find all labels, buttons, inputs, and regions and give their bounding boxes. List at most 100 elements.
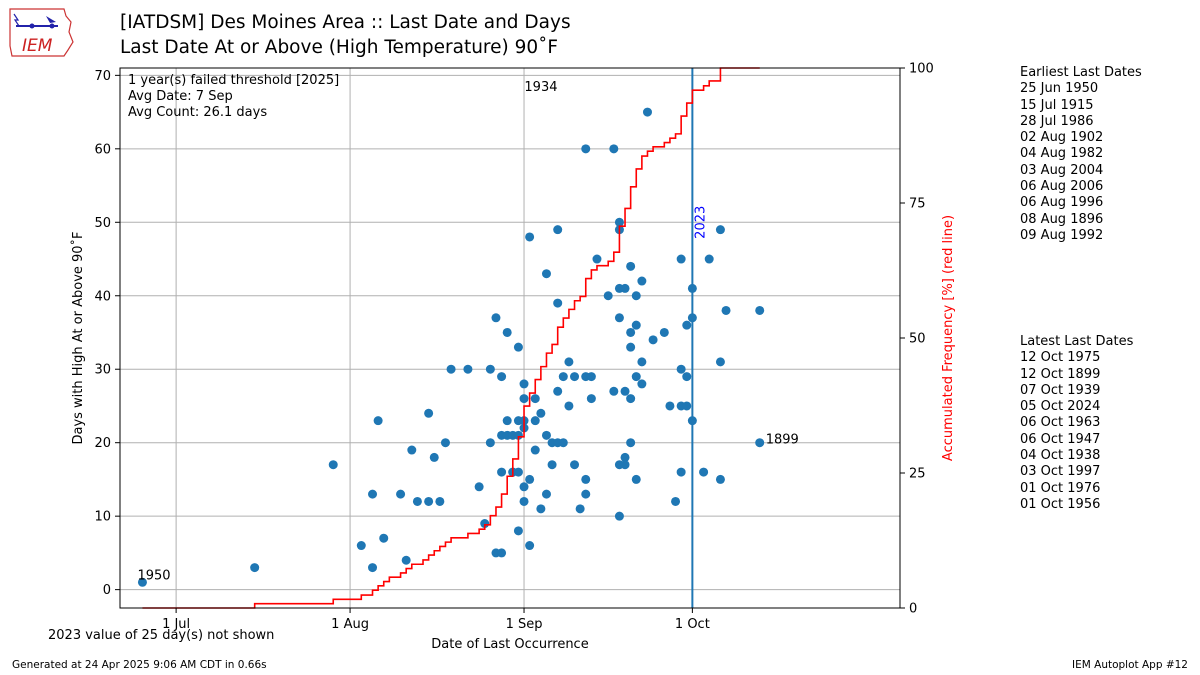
latest-date-item: 01 Oct 1976 bbox=[1020, 480, 1101, 496]
data-point bbox=[581, 489, 591, 499]
iem-logo: IEM bbox=[9, 8, 74, 57]
data-point bbox=[648, 335, 658, 345]
earliest-date-item: 06 Aug 1996 bbox=[1020, 195, 1104, 211]
data-point bbox=[626, 261, 636, 271]
latest-date-item: 12 Oct 1975 bbox=[1020, 350, 1101, 366]
data-point bbox=[626, 394, 636, 404]
data-point bbox=[407, 445, 417, 455]
data-point bbox=[564, 357, 574, 367]
data-point bbox=[485, 438, 495, 448]
data-point bbox=[620, 283, 630, 293]
data-point bbox=[519, 394, 529, 404]
data-point bbox=[609, 144, 619, 154]
data-point bbox=[558, 372, 568, 382]
y-tick-label: 50 bbox=[94, 216, 111, 231]
data-point bbox=[626, 327, 636, 337]
data-point bbox=[682, 372, 692, 382]
data-point bbox=[586, 372, 596, 382]
data-point bbox=[474, 482, 484, 492]
year-annotation: 1934 bbox=[524, 80, 557, 95]
data-point bbox=[676, 364, 686, 374]
data-point bbox=[687, 416, 697, 426]
data-point bbox=[620, 460, 630, 470]
data-point bbox=[715, 357, 725, 367]
data-point bbox=[519, 379, 529, 389]
latest-date-item: 05 Oct 2024 bbox=[1020, 399, 1101, 415]
y-tick-label: 60 bbox=[94, 142, 111, 157]
data-point bbox=[356, 541, 366, 551]
data-point bbox=[379, 533, 389, 543]
data-point bbox=[553, 298, 563, 308]
data-point bbox=[547, 460, 557, 470]
data-point bbox=[536, 408, 546, 418]
y-axis-label: Days with High At or Above 90˚F bbox=[70, 231, 86, 444]
data-point bbox=[401, 555, 411, 565]
y-tick-label: 0 bbox=[103, 583, 111, 598]
data-point bbox=[440, 438, 450, 448]
frequency-line-layer bbox=[142, 67, 760, 609]
data-point bbox=[497, 548, 507, 558]
data-point bbox=[715, 225, 725, 235]
grid-lines bbox=[120, 68, 900, 608]
earliest-date-item: 06 Aug 2006 bbox=[1020, 179, 1104, 195]
data-point bbox=[502, 327, 512, 337]
latest-date-item: 06 Oct 1947 bbox=[1020, 431, 1101, 447]
points-layer bbox=[137, 107, 765, 587]
data-point bbox=[250, 563, 260, 573]
info-line-2: Avg Date: 7 Sep bbox=[128, 89, 233, 104]
data-point bbox=[581, 144, 591, 154]
data-point bbox=[424, 496, 434, 506]
year-marker-label: 2023 bbox=[693, 206, 708, 239]
data-point bbox=[373, 416, 383, 426]
data-point bbox=[704, 254, 714, 264]
y-tick-label: 40 bbox=[94, 289, 111, 304]
data-point bbox=[412, 496, 422, 506]
data-point bbox=[626, 342, 636, 352]
data-point bbox=[620, 452, 630, 462]
earliest-date-item: 25 Jun 1950 bbox=[1020, 81, 1099, 97]
data-point bbox=[637, 276, 647, 286]
data-point bbox=[637, 357, 647, 367]
data-point bbox=[553, 225, 563, 235]
not-shown-note: 2023 value of 25 day(s) not shown bbox=[48, 628, 275, 643]
data-point bbox=[659, 327, 669, 337]
latest-date-item: 04 Oct 1938 bbox=[1020, 448, 1101, 464]
earliest-dates-title: Earliest Last Dates bbox=[1020, 65, 1142, 80]
data-point bbox=[631, 372, 641, 382]
data-point bbox=[581, 474, 591, 484]
data-point bbox=[491, 313, 501, 323]
accumulated-frequency-line bbox=[142, 67, 760, 609]
data-point bbox=[435, 496, 445, 506]
data-point bbox=[665, 401, 675, 411]
earliest-date-item: 04 Aug 1982 bbox=[1020, 146, 1104, 162]
latest-date-item: 07 Oct 1939 bbox=[1020, 382, 1101, 398]
latest-dates-title: Latest Last Dates bbox=[1020, 334, 1134, 349]
data-point bbox=[424, 408, 434, 418]
data-point bbox=[755, 305, 765, 315]
x-tick-label: 1 Jul bbox=[162, 617, 190, 632]
data-point bbox=[614, 511, 624, 521]
logo-text: IEM bbox=[22, 36, 53, 56]
latest-dates-panel: Latest Last Dates 12 Oct 1975 12 Oct 189… bbox=[1020, 334, 1133, 513]
data-point bbox=[564, 401, 574, 411]
app-footer: IEM Autoplot App #12 bbox=[1072, 659, 1188, 671]
annotation-layer: 1950 1934 1899 bbox=[137, 80, 798, 583]
data-point bbox=[586, 394, 596, 404]
data-point bbox=[558, 438, 568, 448]
data-point bbox=[687, 283, 697, 293]
data-point bbox=[592, 254, 602, 264]
latest-date-item: 06 Oct 1963 bbox=[1020, 415, 1101, 431]
y-tick-label: 20 bbox=[94, 436, 111, 451]
data-point bbox=[497, 372, 507, 382]
data-point bbox=[553, 386, 563, 396]
data-point bbox=[368, 563, 378, 573]
data-point bbox=[575, 504, 585, 514]
data-point bbox=[396, 489, 406, 499]
x-axis-label: Date of Last Occurrence bbox=[431, 637, 588, 652]
y2-tick-label: 0 bbox=[909, 602, 917, 617]
earliest-dates-panel: Earliest Last Dates 25 Jun 1950 15 Jul 1… bbox=[1020, 65, 1142, 244]
data-point bbox=[513, 467, 523, 477]
data-point bbox=[620, 386, 630, 396]
data-point bbox=[541, 269, 551, 279]
data-point bbox=[631, 291, 641, 301]
